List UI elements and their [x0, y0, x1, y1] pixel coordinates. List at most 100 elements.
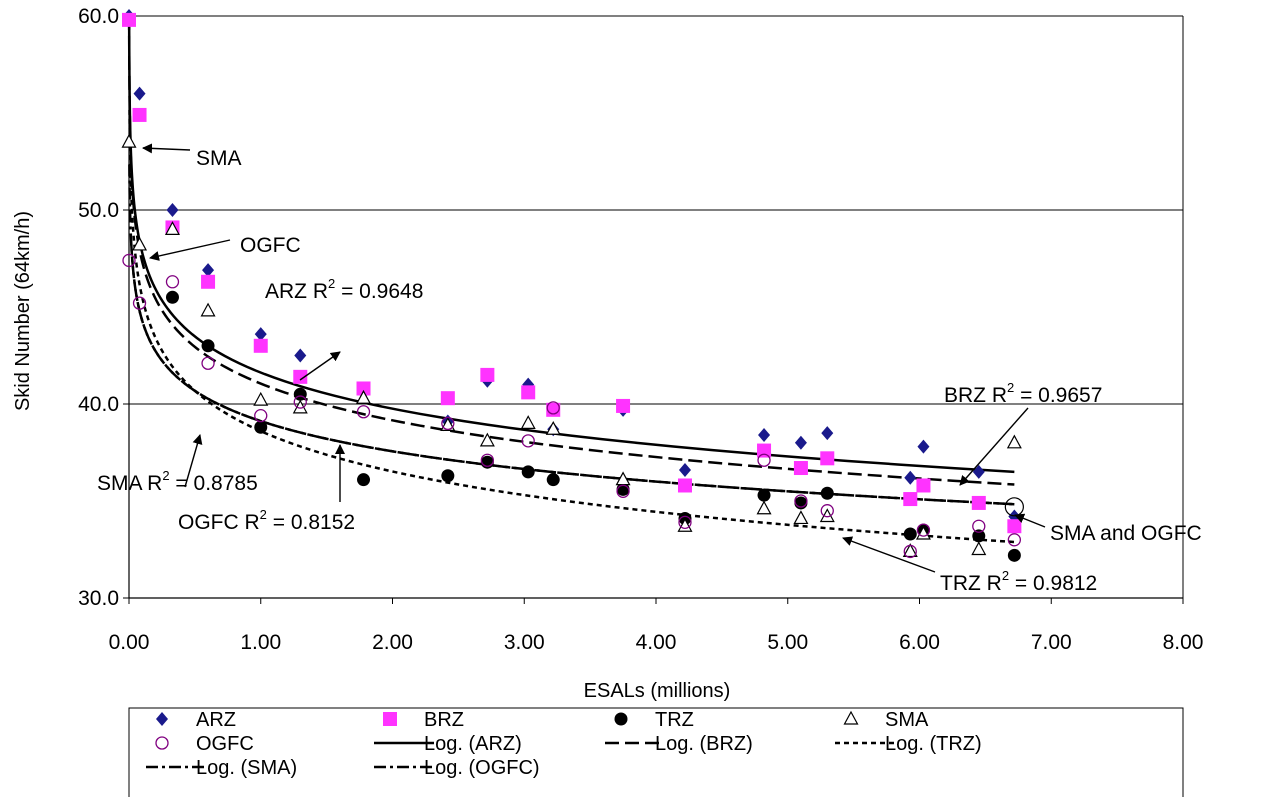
point-sma	[915, 525, 931, 540]
x-tick-label: 3.00	[504, 631, 545, 654]
legend-label: ARZ	[196, 709, 236, 731]
point-arz	[917, 439, 930, 454]
point-ogfc	[794, 494, 808, 508]
point-brz	[480, 367, 495, 382]
annotation-text: OGFC R	[178, 511, 260, 534]
point-brz	[793, 461, 808, 476]
legend-label: TRZ	[655, 709, 694, 731]
legend-item-log-ogfc: Log. (OGFC)	[374, 757, 540, 779]
annotation-value: = 0.9648	[335, 280, 423, 303]
annotation-ann-sma: SMA	[196, 147, 242, 170]
annotation-value: = 0.9812	[1009, 572, 1097, 595]
annotation-text: BRZ R	[944, 384, 1007, 407]
point-ogfc	[480, 453, 495, 467]
y-tick-label: 60.0	[78, 5, 119, 28]
point-sma	[164, 221, 180, 235]
annotation-arrow	[142, 143, 191, 154]
legend-symbol	[155, 736, 169, 750]
annotation-arrow	[149, 239, 231, 261]
point-arz	[166, 203, 179, 217]
y-tick-label: 50.0	[78, 199, 119, 222]
point-arz	[794, 435, 807, 450]
point-sma	[677, 517, 693, 532]
legend-symbol	[614, 712, 628, 726]
annotation-ann-ogfc-r2: OGFC R2 = 0.8152	[178, 507, 355, 534]
x-tick-label: 2.00	[372, 631, 413, 654]
point-brz	[820, 451, 835, 466]
point-ogfc	[757, 453, 771, 467]
point-arz	[758, 428, 771, 443]
annotation-ann-sma-r2: SMA R2 = 0.8785	[97, 468, 258, 495]
point-arz	[254, 327, 267, 342]
y-tick-label: 40.0	[78, 393, 119, 416]
point-ogfc	[122, 253, 136, 268]
legend-item-log-trz: Log. (TRZ)	[835, 733, 982, 755]
legend-item-log-sma: Log. (SMA)	[146, 757, 297, 779]
point-sma	[520, 415, 536, 429]
annotation-arrow	[184, 434, 203, 488]
point-trz	[357, 473, 371, 487]
point-ogfc	[201, 356, 215, 370]
point-trz	[254, 420, 268, 434]
point-arz	[294, 348, 307, 363]
point-ogfc	[441, 416, 455, 431]
point-sma	[902, 543, 918, 558]
point-sma	[253, 391, 269, 406]
x-tick-label: 7.00	[1031, 631, 1072, 654]
y-axis-label: Skid Number (64km/h)	[12, 211, 34, 411]
legend: ARZ BRZ TRZ SMA OGFC Log. (ARZ) Log. (BRZ) Log.…	[128, 707, 1184, 797]
legend-label: Log. (TRZ)	[885, 733, 982, 755]
legend-label: SMA	[885, 709, 929, 731]
annotation-text: ARZ R	[265, 280, 328, 303]
legend-item-log-arz: Log. (ARZ)	[374, 733, 522, 755]
point-brz	[521, 385, 536, 400]
legend-label: Log. (OGFC)	[424, 757, 540, 779]
annotation-value: = 0.8785	[170, 472, 258, 495]
point-arz	[821, 426, 834, 441]
data-points	[121, 9, 1022, 562]
point-brz	[201, 274, 216, 289]
annotation-arrow	[299, 351, 341, 381]
point-trz	[441, 469, 455, 483]
annotation-arrow	[959, 407, 1029, 486]
point-sma	[545, 420, 561, 435]
annotation-text: SMA and OGFC	[1050, 522, 1202, 545]
x-tick-label: 6.00	[899, 631, 940, 654]
annotation-exponent: 2	[1002, 568, 1009, 583]
legend-label: Log. (BRZ)	[655, 733, 753, 755]
annotation-ann-brz: BRZ R2 = 0.9657	[944, 380, 1102, 407]
point-ogfc	[903, 544, 917, 559]
annotation-value: = 0.9657	[1014, 384, 1102, 407]
point-trz	[757, 488, 771, 502]
point-sma	[121, 133, 137, 148]
legend-item-trz: TRZ	[614, 709, 694, 731]
x-tick-label: 0.00	[109, 631, 150, 654]
point-sma	[756, 500, 772, 515]
point-brz	[440, 391, 455, 406]
point-brz	[293, 369, 308, 384]
legend-item-ogfc: OGFC	[155, 733, 254, 755]
x-axis-label: ESALs (millions)	[584, 680, 731, 702]
point-ogfc	[546, 401, 560, 415]
point-brz	[677, 478, 692, 493]
annotation-text: SMA R	[97, 472, 162, 495]
annotation-exponent: 2	[260, 507, 267, 522]
annotation-exponent: 2	[1007, 380, 1014, 395]
point-trz	[546, 473, 560, 487]
legend-item-sma: SMA	[843, 709, 929, 731]
tick-labels: 30.0 40.0 50.0 60.0 0.00 1.00 2.00 3.00 4.00 5.00…	[78, 5, 1203, 654]
x-tick-label: 1.00	[240, 631, 281, 654]
point-arz	[678, 462, 691, 477]
point-ogfc	[521, 434, 535, 448]
point-brz	[253, 338, 268, 353]
point-trz	[972, 529, 986, 543]
x-tick-label: 5.00	[767, 631, 808, 654]
point-ogfc	[356, 405, 371, 419]
point-arz	[904, 470, 917, 485]
point-ogfc	[132, 296, 147, 310]
annotation-ann-ogfc: OGFC	[240, 234, 301, 257]
point-arz	[133, 86, 146, 101]
